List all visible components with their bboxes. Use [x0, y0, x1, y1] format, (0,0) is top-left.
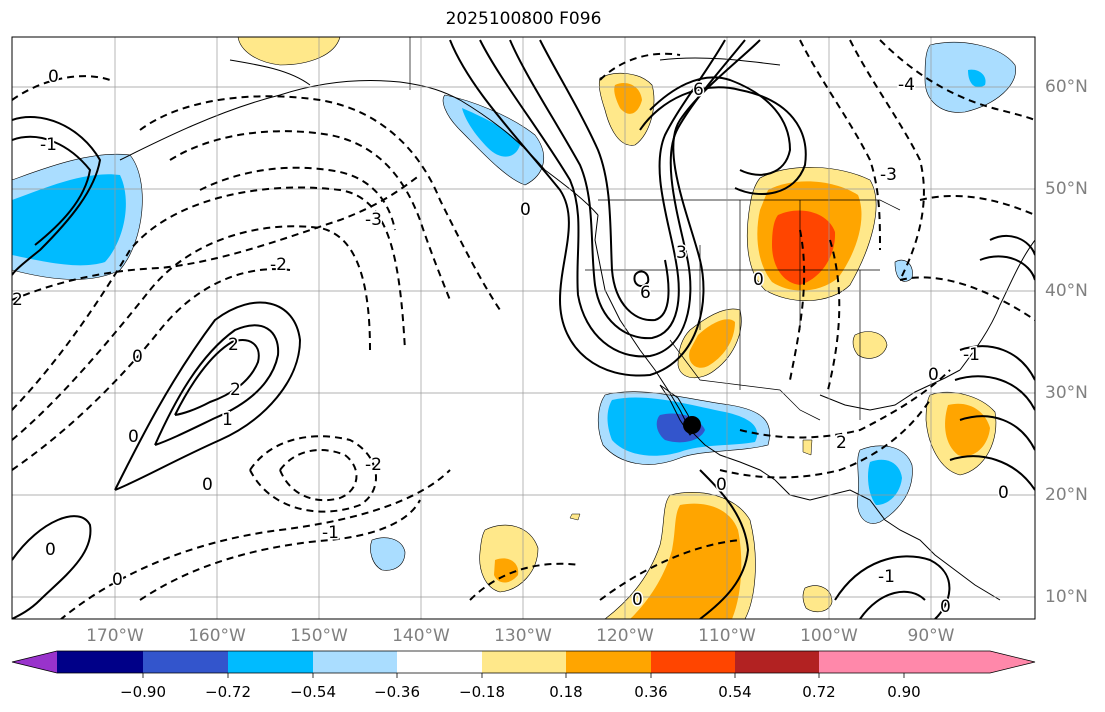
- lon-label: 130°W: [494, 626, 552, 646]
- contour-label: -2: [270, 255, 287, 275]
- lon-label: 90°W: [907, 626, 955, 646]
- contour-label: 2: [230, 380, 241, 400]
- contour-label: 0: [132, 347, 143, 367]
- lat-label: 10°N: [1045, 587, 1088, 607]
- colorbar-tick-label: −0.72: [205, 683, 251, 701]
- colorbar-swatch: [819, 651, 904, 673]
- colorbar-tick-label: 0.18: [549, 683, 583, 701]
- neg-region-alaska-core: [462, 108, 520, 157]
- lon-label: 100°W: [800, 626, 858, 646]
- contour-label: 0: [48, 67, 59, 87]
- contour-label: -4: [898, 75, 915, 95]
- colorbar-tick-label: 0.90: [887, 683, 921, 701]
- contour-label: 0: [202, 475, 213, 495]
- storm-center-marker: [683, 416, 701, 434]
- contour-label: 3: [676, 243, 687, 263]
- colorbar-tick-label: −0.90: [120, 683, 166, 701]
- contour-label: 0: [632, 590, 643, 610]
- contour-label: 0: [928, 365, 939, 385]
- pos-region-tiny: [569, 513, 581, 521]
- pos-region-pac-small-core: [494, 558, 519, 583]
- lon-label: 150°W: [290, 626, 348, 646]
- contour-label: 0: [112, 570, 123, 590]
- neg-region-caribbean-core: [868, 459, 902, 505]
- colorbar-swatch: [313, 651, 397, 673]
- dashed-contours: [12, 39, 1035, 619]
- contour-label: 2: [228, 335, 239, 355]
- plot-frame: [11, 36, 1036, 620]
- colorbar-swatch: [397, 651, 482, 673]
- colorbar-tick-label: 0.72: [802, 683, 836, 701]
- coastlines: [119, 57, 1035, 601]
- contour-label: -1: [963, 345, 980, 365]
- colorbar-tick-label: −0.54: [290, 683, 336, 701]
- lat-label: 30°N: [1045, 383, 1088, 403]
- colorbar-swatch: [904, 651, 990, 673]
- contour-label: -1: [40, 135, 57, 155]
- colorbar-tick-label: 0.36: [634, 683, 668, 701]
- pos-region-tiny2: [802, 439, 813, 456]
- colorbar-swatch: [228, 651, 313, 673]
- colorbar-tick-label: −0.36: [374, 683, 420, 701]
- lon-label: 110°W: [698, 626, 756, 646]
- pos-region-nevada-core: [689, 319, 735, 368]
- solid-contours: [12, 39, 1035, 619]
- lon-label: 120°W: [596, 626, 654, 646]
- contour-label: 2: [836, 433, 847, 453]
- colorbar-swatch: [143, 651, 228, 673]
- colorbar-swatch: [482, 651, 566, 673]
- contour-label: 0: [716, 475, 727, 495]
- contour-label: 0: [940, 597, 951, 617]
- contour-label: -1: [878, 567, 895, 587]
- contour-label: 6: [640, 283, 651, 303]
- colorbar-swatch: [57, 651, 143, 673]
- colorbar-swatch: [12, 651, 57, 673]
- contour-label: 2: [12, 290, 23, 310]
- lat-label: 40°N: [1045, 281, 1088, 301]
- contour-label-layer: 0 -1 -3 -2 2 2 1 0 0 0 -2 -1 0 0 2 0 6 3…: [11, 66, 1011, 619]
- lat-label: 60°N: [1045, 77, 1088, 97]
- map-title: 2025100800 F096: [445, 9, 602, 29]
- contour-label: 0: [128, 427, 139, 447]
- contour-label: 1: [222, 410, 233, 430]
- colorbar-outline: [11, 650, 1036, 674]
- pos-region-aleutian: [237, 37, 341, 66]
- colorbar-tick-label: 0.54: [718, 683, 752, 701]
- lat-label: 50°N: [1045, 179, 1088, 199]
- colorbar-swatch: [651, 651, 735, 673]
- colorbar-swatch: [566, 651, 651, 673]
- pos-region-great-lakes: [852, 331, 888, 359]
- borders: [409, 37, 901, 421]
- contour-label: 0: [45, 540, 56, 560]
- pos-region-bc-core: [614, 82, 642, 114]
- lon-label: 160°W: [188, 626, 246, 646]
- lon-label: 140°W: [392, 626, 450, 646]
- contour-label: 6: [693, 80, 704, 100]
- contour-label: 0: [998, 483, 1009, 503]
- lon-label: 170°W: [86, 626, 144, 646]
- pos-region-baja-south-core: [630, 503, 742, 619]
- colorbar-swatch: [735, 651, 819, 673]
- graticule: [12, 37, 1035, 619]
- contour-label: 0: [520, 200, 531, 220]
- neg-region-smallpac: [370, 537, 406, 571]
- neg-region-hudson-core: [968, 69, 986, 88]
- contour-label: -3: [880, 165, 897, 185]
- contour-label: -2: [365, 455, 382, 475]
- contour-label: -3: [365, 210, 382, 230]
- lat-label: 20°N: [1045, 485, 1088, 505]
- colorbar-swatch: [990, 651, 1035, 673]
- contour-label: -1: [322, 523, 339, 543]
- colorbar-tick-label: −0.18: [459, 683, 505, 701]
- contour-label: 0: [753, 270, 764, 290]
- colorbar: [11, 650, 1036, 678]
